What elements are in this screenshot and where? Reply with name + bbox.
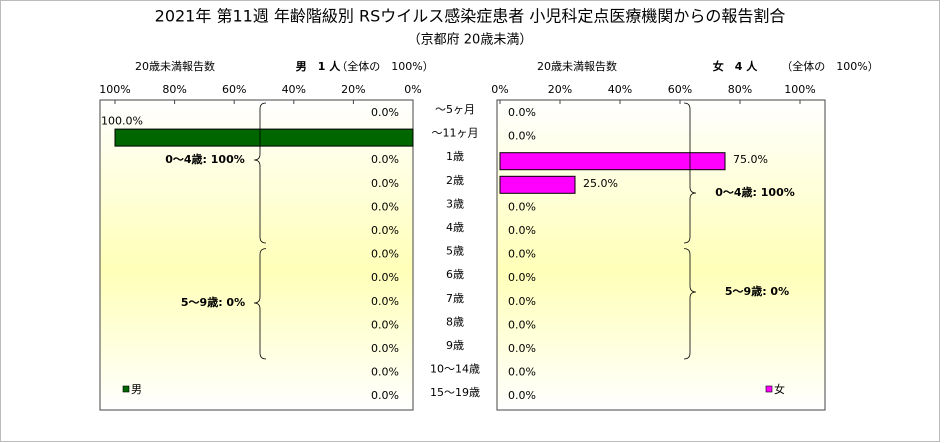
value-label: 0.0% <box>371 295 399 308</box>
bracket <box>253 248 267 360</box>
category-label: 3歳 <box>446 197 464 210</box>
bracket <box>253 102 267 244</box>
x-tick-label: 60% <box>222 83 246 96</box>
bar <box>114 128 414 147</box>
category-label: 15～19歳 <box>430 386 480 399</box>
x-tick-label: 60% <box>668 83 692 96</box>
value-label: 0.0% <box>508 130 536 143</box>
value-label: 0.0% <box>508 389 536 402</box>
value-label: 0.0% <box>371 318 399 331</box>
category-label: 5歳 <box>446 245 464 258</box>
legend-swatch <box>765 385 773 393</box>
category-label: 6歳 <box>446 268 464 281</box>
bar <box>499 152 726 171</box>
value-label: 0.0% <box>371 342 399 355</box>
x-tick-label: 80% <box>162 83 186 96</box>
group-label: 0～4歳: 100% <box>165 152 245 166</box>
value-label: 0.0% <box>371 106 399 119</box>
value-label: 25.0% <box>583 177 618 190</box>
value-label: 0.0% <box>508 295 536 308</box>
bracket <box>683 102 697 244</box>
category-label: ～5ヶ月 <box>435 103 475 116</box>
panel-header: 20歳未満報告数 <box>135 60 215 73</box>
value-label: 0.0% <box>508 342 536 355</box>
x-tick-label: 0% <box>404 83 421 96</box>
value-label: 0.0% <box>371 271 399 284</box>
value-label: 0.0% <box>371 224 399 237</box>
bracket <box>683 248 697 360</box>
category-label: ～11ヶ月 <box>432 127 479 140</box>
category-label: 1歳 <box>446 150 464 163</box>
x-tick-label: 100% <box>99 83 130 96</box>
group-label: 5～9歳: 0% <box>725 284 789 298</box>
bar <box>499 175 576 194</box>
panel-count: 女 4 人 <box>713 59 758 73</box>
value-label: 0.0% <box>371 248 399 261</box>
x-tick-label: 40% <box>608 83 632 96</box>
chart-subtitle: （京都府 20歳未満） <box>408 33 533 48</box>
x-tick-label: 0% <box>491 83 508 96</box>
category-label: 4歳 <box>446 221 464 234</box>
value-label: 0.0% <box>508 318 536 331</box>
value-label: 0.0% <box>508 224 536 237</box>
value-label: 0.0% <box>371 177 399 190</box>
category-label: 9歳 <box>446 339 464 352</box>
panel-share: （全体の 100%） <box>336 59 433 73</box>
panel-share: （全体の 100%） <box>781 59 878 73</box>
value-label: 0.0% <box>508 200 536 213</box>
x-tick-label: 80% <box>728 83 752 96</box>
group-label: 0～4歳: 100% <box>715 185 795 199</box>
x-tick-label: 20% <box>548 83 572 96</box>
plot-area-right <box>496 99 826 411</box>
legend-swatch <box>122 385 130 393</box>
value-label: 0.0% <box>371 200 399 213</box>
legend-label: 男 <box>131 383 142 396</box>
x-tick-label: 40% <box>282 83 306 96</box>
panel-header: 20歳未満報告数 <box>537 60 617 73</box>
value-label: 0.0% <box>508 106 536 119</box>
value-label: 100.0% <box>101 115 143 128</box>
x-tick-label: 20% <box>341 83 365 96</box>
chart-title: 2021年 第11週 年齢階級別 RSウイルス感染症患者 小児科定点医療機関から… <box>155 7 786 26</box>
category-label: 2歳 <box>446 174 464 187</box>
category-label: 7歳 <box>446 292 464 305</box>
legend-label: 女 <box>774 382 785 396</box>
panel-count: 男 1 人 <box>296 59 341 73</box>
x-tick-label: 100% <box>784 83 815 96</box>
value-label: 0.0% <box>508 271 536 284</box>
value-label: 0.0% <box>508 248 536 261</box>
category-label: 8歳 <box>446 315 464 328</box>
group-label: 5～9歳: 0% <box>181 295 245 309</box>
value-label: 75.0% <box>733 153 768 166</box>
plot-area-left <box>99 99 414 411</box>
value-label: 0.0% <box>508 366 536 379</box>
value-label: 0.0% <box>371 366 399 379</box>
value-label: 0.0% <box>371 389 399 402</box>
value-label: 0.0% <box>371 153 399 166</box>
category-label: 10～14歳 <box>430 363 480 376</box>
